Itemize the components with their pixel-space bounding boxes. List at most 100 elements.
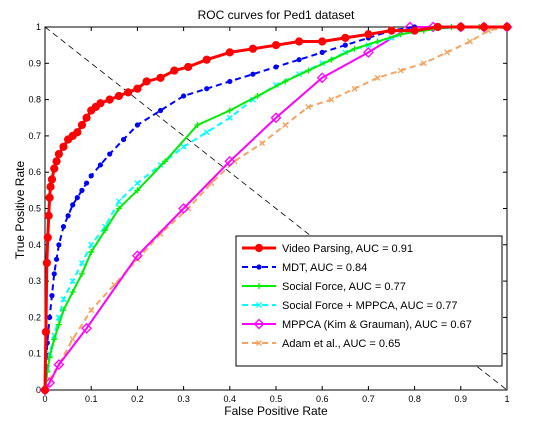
data-point [410, 26, 419, 35]
data-point [479, 22, 488, 32]
reference-diagonal-line [44, 26, 508, 391]
data-point [53, 256, 60, 262]
data-point-shape [52, 157, 61, 166]
data-point-shape [362, 46, 374, 58]
data-point-shape [59, 142, 68, 151]
data-point-shape [46, 182, 55, 191]
data-point [40, 385, 50, 395]
data-point-shape [134, 180, 141, 187]
data-point [65, 213, 71, 219]
data-point [271, 41, 281, 50]
data-point [54, 149, 63, 159]
x-tick-label: 0.4 [224, 394, 237, 404]
data-point-shape [133, 84, 142, 93]
y-tick-label: 0.3 [28, 276, 41, 286]
data-point-shape [296, 57, 302, 63]
data-point-shape [107, 151, 113, 157]
data-point-shape [319, 49, 325, 56]
data-point-shape [47, 175, 57, 184]
data-point-shape [282, 122, 289, 129]
data-point-shape [96, 99, 105, 108]
data-point-shape [156, 73, 165, 82]
series-line [44, 26, 507, 391]
data-point-shape [54, 149, 63, 159]
data-point-shape [467, 38, 474, 45]
data-point [79, 187, 85, 193]
y-tick-label: 0.9 [28, 58, 41, 68]
y-tick-label: 0 [36, 385, 41, 395]
legend-label: Social Force + MPPCA, AUC = 0.77 [282, 300, 457, 312]
data-point-shape [342, 42, 348, 48]
data-point [124, 88, 133, 97]
data-point-shape [73, 128, 82, 137]
data-point [96, 99, 105, 108]
data-point-shape [53, 359, 65, 371]
data-point [374, 74, 381, 81]
data-point [142, 77, 151, 86]
data-point-shape [44, 211, 53, 220]
data-point-shape [502, 22, 512, 32]
data-point-shape [102, 227, 109, 234]
legend-label: Video Parsing, AUC = 0.91 [282, 243, 413, 255]
data-point-shape [364, 30, 373, 39]
legend-marker [256, 302, 262, 308]
legend-item: Social Force, AUC = 0.77 [242, 281, 406, 293]
data-point [420, 60, 427, 67]
legend-box [235, 235, 503, 367]
data-point-shape [328, 56, 335, 63]
data-point-shape [45, 193, 54, 202]
data-point-shape [53, 256, 60, 262]
data-point-shape [78, 259, 85, 266]
data-point [50, 164, 59, 173]
series-0 [40, 22, 512, 395]
data-point [250, 71, 256, 77]
data-point [254, 92, 261, 99]
legend-marker [256, 340, 262, 346]
data-point-shape [456, 22, 465, 32]
x-tick-label: 0.2 [131, 394, 144, 404]
data-point [69, 288, 76, 295]
legend-marker-shape [253, 318, 265, 330]
data-point [41, 327, 51, 337]
data-point [69, 336, 76, 343]
y-axis-label: True Positive Rate [13, 161, 27, 260]
data-point [97, 162, 104, 168]
data-point-shape [178, 203, 190, 214]
data-point-shape [51, 336, 58, 343]
x-tick-label: 1 [504, 394, 509, 404]
data-point-shape [387, 26, 396, 35]
data-point [52, 157, 61, 166]
data-point [341, 33, 350, 42]
data-point [114, 91, 124, 101]
data-point [120, 136, 127, 143]
data-point-shape [443, 49, 450, 56]
data-point [88, 241, 95, 248]
data-point-shape [259, 140, 266, 147]
data-point-shape [42, 258, 51, 268]
data-point [47, 314, 53, 320]
data-point [88, 307, 95, 314]
data-point-shape [203, 129, 210, 136]
data-point-shape [433, 22, 442, 32]
data-point [73, 128, 82, 137]
legend-item: Video Parsing, AUC = 0.91 [242, 243, 413, 255]
data-point-shape [181, 93, 187, 99]
data-point-shape [77, 120, 87, 130]
data-point [43, 233, 52, 242]
data-point-shape [397, 67, 404, 74]
data-point [397, 67, 404, 74]
data-point-shape [120, 136, 127, 143]
x-tick-label: 0.3 [177, 394, 190, 404]
data-point-shape [227, 78, 233, 85]
data-point [55, 321, 62, 328]
data-point-shape [316, 72, 328, 84]
data-point-shape [397, 31, 404, 38]
data-point-shape [204, 86, 210, 92]
data-point [248, 44, 257, 53]
x-tick-label: 0.9 [455, 394, 468, 404]
data-point [170, 66, 179, 75]
data-point [364, 30, 373, 39]
data-point [59, 142, 68, 151]
data-point [44, 211, 53, 220]
